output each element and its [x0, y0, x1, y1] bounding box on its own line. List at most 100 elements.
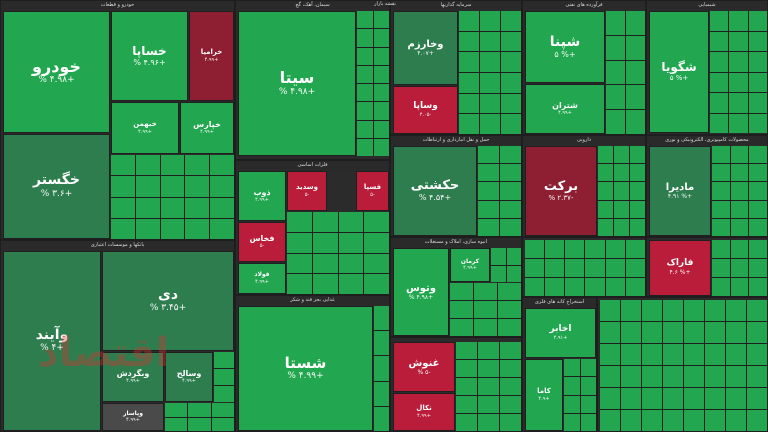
tile-name: وآیند	[35, 326, 69, 343]
tile-kerman[interactable]: کرمان ۴.۹۹+	[450, 248, 490, 282]
tile-sita[interactable]: سیتا % ۴.۹۸+	[238, 11, 356, 156]
tile-pct: ۴.۹۹+	[126, 417, 140, 424]
tile-pct: ۵ %+	[669, 74, 689, 83]
tile-khodro[interactable]: خودرو % ۴.۹۸+	[3, 11, 110, 133]
small-tiles-realestate	[450, 283, 521, 336]
tile-name: وتوس	[405, 282, 437, 294]
tile-pct: ۵ %+	[554, 49, 576, 59]
small-tiles-pharma	[598, 146, 645, 236]
tile-khegostar[interactable]: خگستر % ۳.۶+	[3, 134, 110, 239]
sector-label: حمل و نقل انبارداری و ارتباطات	[391, 136, 521, 145]
tile-name: وخارزم	[407, 38, 444, 50]
tile-pct: % ۲.۳۷-	[548, 193, 574, 202]
small-tiles-bank-2	[214, 352, 234, 402]
tile-name: مادیرا	[665, 181, 695, 193]
tile-vkharazm[interactable]: وخارزم ۴.۰۷+	[393, 11, 458, 85]
tile-vepasar[interactable]: وپاسار ۴.۹۹+	[102, 403, 164, 431]
tile-pct: ۴.۶ %+	[669, 269, 691, 277]
tile-vtos[interactable]: وتوس % ۴.۹۸+	[393, 248, 449, 336]
tile-name: حکشتی	[410, 178, 460, 194]
sector-label: خودرو و قطعات	[1, 1, 234, 10]
small-tiles-sugar	[456, 342, 521, 431]
tile-khsapa[interactable]: خساپا % ۴.۹۶+	[111, 11, 188, 101]
map-title: نقشه بازار	[374, 1, 396, 7]
tile-name: ذوب	[253, 187, 271, 197]
tile-khramia[interactable]: خرامیا ۴.۹۹+	[189, 11, 234, 101]
small-tiles-chem	[710, 11, 767, 133]
small-tiles-realestate-2	[491, 248, 521, 282]
sector-misc-a	[522, 237, 646, 297]
tile-zob[interactable]: ذوب ۴.۹۹+	[238, 171, 286, 221]
sector-realestate: انبوه سازی، املاک و مستغلات وتوس % ۴.۹۸+…	[390, 237, 522, 337]
tile-khbahman[interactable]: خبهمن ۴.۹۹+	[111, 102, 179, 154]
tile-pct: % ۴.۹۹+	[287, 371, 324, 382]
tile-pct: ۴.۹+	[538, 395, 550, 402]
tile-fvlad[interactable]: فولاد ۴.۹۹+	[238, 263, 286, 294]
tile-name: خساپا	[132, 43, 167, 58]
tile-name: شپنا	[549, 33, 581, 50]
tile-name: فاراک	[666, 258, 694, 269]
tile-shgoya[interactable]: شگویا ۵ %+	[649, 11, 709, 133]
tile-nikal[interactable]: نکال ۴.۹۹+	[393, 393, 455, 431]
tile-akhaber[interactable]: اخابر ۴.۹۱+	[525, 308, 596, 358]
tile-vbmellat[interactable]: وبگردش ۴.۹۹+	[102, 352, 164, 402]
tile-pct: ۴.۹۹+	[255, 278, 269, 285]
tile-pct: % ۴.۹۸+	[278, 86, 316, 97]
tile-shpna[interactable]: شپنا ۵ %+	[525, 11, 605, 83]
tile-pct: ۵-	[259, 243, 265, 250]
tile-fsapa[interactable]: فسپا ۵-	[356, 171, 389, 211]
sector-pharma: دارویی برکت % ۲.۳۷-	[522, 135, 646, 237]
small-tiles-auto	[111, 155, 234, 239]
tile-hkashti[interactable]: حکشتی % ۴.۵۴+	[393, 146, 477, 236]
sector-label: دارویی	[523, 136, 645, 145]
tile-name: خرامیا	[200, 48, 223, 57]
sector-misc-c	[597, 297, 768, 432]
tile-faraak[interactable]: فاراک ۴.۶ %+	[649, 240, 711, 296]
tile-pct: ۴.۰۷+	[417, 49, 434, 57]
tile-shtran[interactable]: شتران ۴.۹۹+	[525, 84, 605, 134]
tile-name: کرمان	[460, 257, 480, 265]
tile-ghnosh[interactable]: غنوش % ۵-	[393, 342, 455, 392]
sector-cement: سیمان، آهک، گچ سیتا % ۴.۹۸+	[235, 0, 390, 160]
small-tiles-mining	[564, 359, 596, 431]
small-tiles-refine	[606, 11, 645, 134]
tile-vsaleh[interactable]: وسالح ۴.۹۹+	[165, 352, 213, 402]
tile-pct: ۴.۹۹+	[463, 265, 477, 272]
tile-name: شستا	[284, 353, 327, 372]
sector-label: سیمان، آهک، گچ	[236, 1, 389, 10]
sector-label: فرآورده های نفتی	[523, 1, 645, 10]
tile-kama[interactable]: کاما ۴.۹+	[525, 359, 563, 431]
tile-pct: ۵-	[304, 191, 310, 198]
sector-label: محصولات کامپیوتری، الکترونیکی و نوری	[647, 136, 767, 145]
tile-barkat[interactable]: برکت % ۲.۳۷-	[525, 146, 597, 236]
tile-name: خپارس	[193, 119, 221, 129]
tile-name: خبهمن	[133, 120, 157, 129]
tile-khaprs[interactable]: خپارس ۴.۹۹+	[180, 102, 234, 154]
tile-pct: ۴.۹۹+	[200, 129, 214, 136]
sector-invest: سرمایه گذاریها وخارزم ۴.۰۷+ وساپا ۴.۰۵-	[390, 0, 522, 135]
tile-shasta[interactable]: شستا % ۴.۹۹+	[238, 306, 373, 431]
sector-label: سرمایه گذاریها	[391, 1, 521, 10]
sector-refine: فرآورده های نفتی شپنا ۵ %+ شتران ۴.۹۹+	[522, 0, 646, 135]
small-tiles-misc-b	[712, 240, 767, 296]
small-tiles-metals	[287, 212, 389, 294]
tile-name: برکت	[543, 178, 579, 194]
tile-fakhas[interactable]: فخاس ۵-	[238, 222, 286, 262]
tile-pct: % ۴+	[40, 343, 64, 354]
tile-pct: ۴.۹۹+	[204, 56, 219, 63]
tile-vsapa[interactable]: وساپا ۴.۰۵-	[393, 86, 458, 134]
tile-name: وپاسار	[123, 409, 143, 417]
tile-pct: ۴.۹۹+	[558, 110, 572, 117]
tile-dey[interactable]: دی % ۳.۴۵+	[102, 251, 234, 351]
tile-name: وسالح	[176, 368, 202, 378]
small-tiles-food	[374, 306, 389, 431]
tile-pct: ۵-	[370, 191, 375, 198]
tile-name: فخاس	[249, 233, 275, 243]
sector-misc-b: فاراک ۴.۶ %+	[646, 237, 768, 297]
tile-vaind[interactable]: وآیند % ۴+	[3, 251, 101, 431]
sector-label: غذایی بجز قند و شکر	[236, 296, 389, 305]
tile-vsdid[interactable]: وسدید ۵-	[287, 171, 327, 211]
tile-name: شتران	[552, 100, 578, 110]
tile-madira[interactable]: مادیرا ۴.۹۱ %+	[649, 146, 711, 236]
